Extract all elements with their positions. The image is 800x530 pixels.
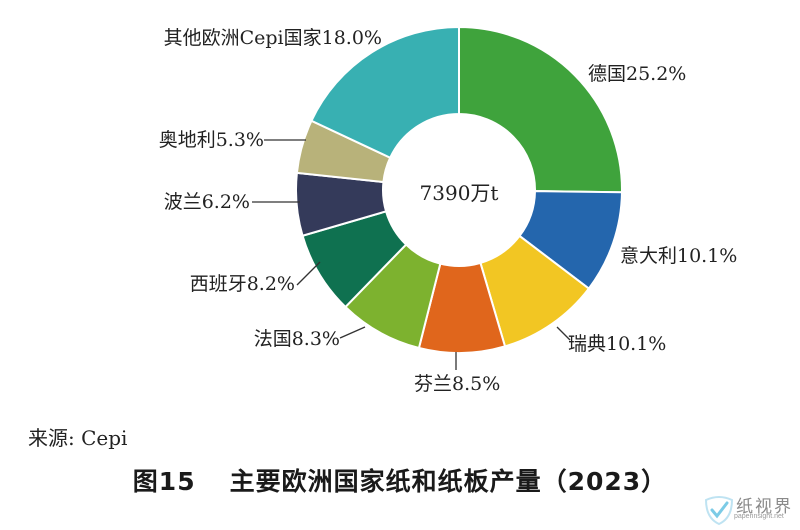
- slice-label-5: 法国8.3%: [254, 328, 340, 350]
- slice-label-8: 奥地利5.3%: [159, 129, 264, 151]
- watermark: 纸视界 paperinsight.net: [700, 490, 800, 530]
- slice-label-9: 其他欧洲Cepi国家18.0%: [164, 27, 382, 49]
- leader-line-6: [296, 261, 321, 286]
- slice-label-6: 西班牙8.2%: [190, 273, 295, 295]
- watermark-url: paperinsight.net: [734, 513, 784, 520]
- slice-label-3: 瑞典10.1%: [568, 333, 666, 355]
- leader-lines: [252, 139, 571, 370]
- watermark-logo-icon: [704, 496, 734, 526]
- figure-title: 主要欧洲国家纸和纸板产量（2023）: [229, 467, 668, 496]
- leader-line-5: [339, 326, 366, 339]
- slice-label-7: 波兰6.2%: [164, 191, 250, 213]
- slice-label-4: 芬兰8.5%: [414, 373, 500, 395]
- figure-number: 图15: [132, 467, 196, 496]
- slice-labels: 德国25.2% 意大利10.1% 瑞典10.1% 芬兰8.5% 法国8.3% 西班牙8.2…: [159, 27, 738, 395]
- donut-chart: 德国25.2% 意大利10.1% 瑞典10.1% 芬兰8.5% 法国8.3% 西班牙8.2…: [159, 25, 738, 395]
- center-total-label: 7390万t: [420, 181, 499, 205]
- slice-label-1: 德国25.2%: [588, 63, 686, 85]
- donut-slices: [295, 25, 623, 354]
- slice-label-2: 意大利10.1%: [620, 245, 737, 267]
- leader-line-3: [556, 326, 571, 341]
- figure-caption: 图15 主要欧洲国家纸和纸板产量（2023）: [0, 462, 800, 498]
- donut-hole: [383, 114, 535, 266]
- source-note: 来源: Cepi: [28, 426, 128, 450]
- watermark-text: 纸视界: [736, 497, 793, 517]
